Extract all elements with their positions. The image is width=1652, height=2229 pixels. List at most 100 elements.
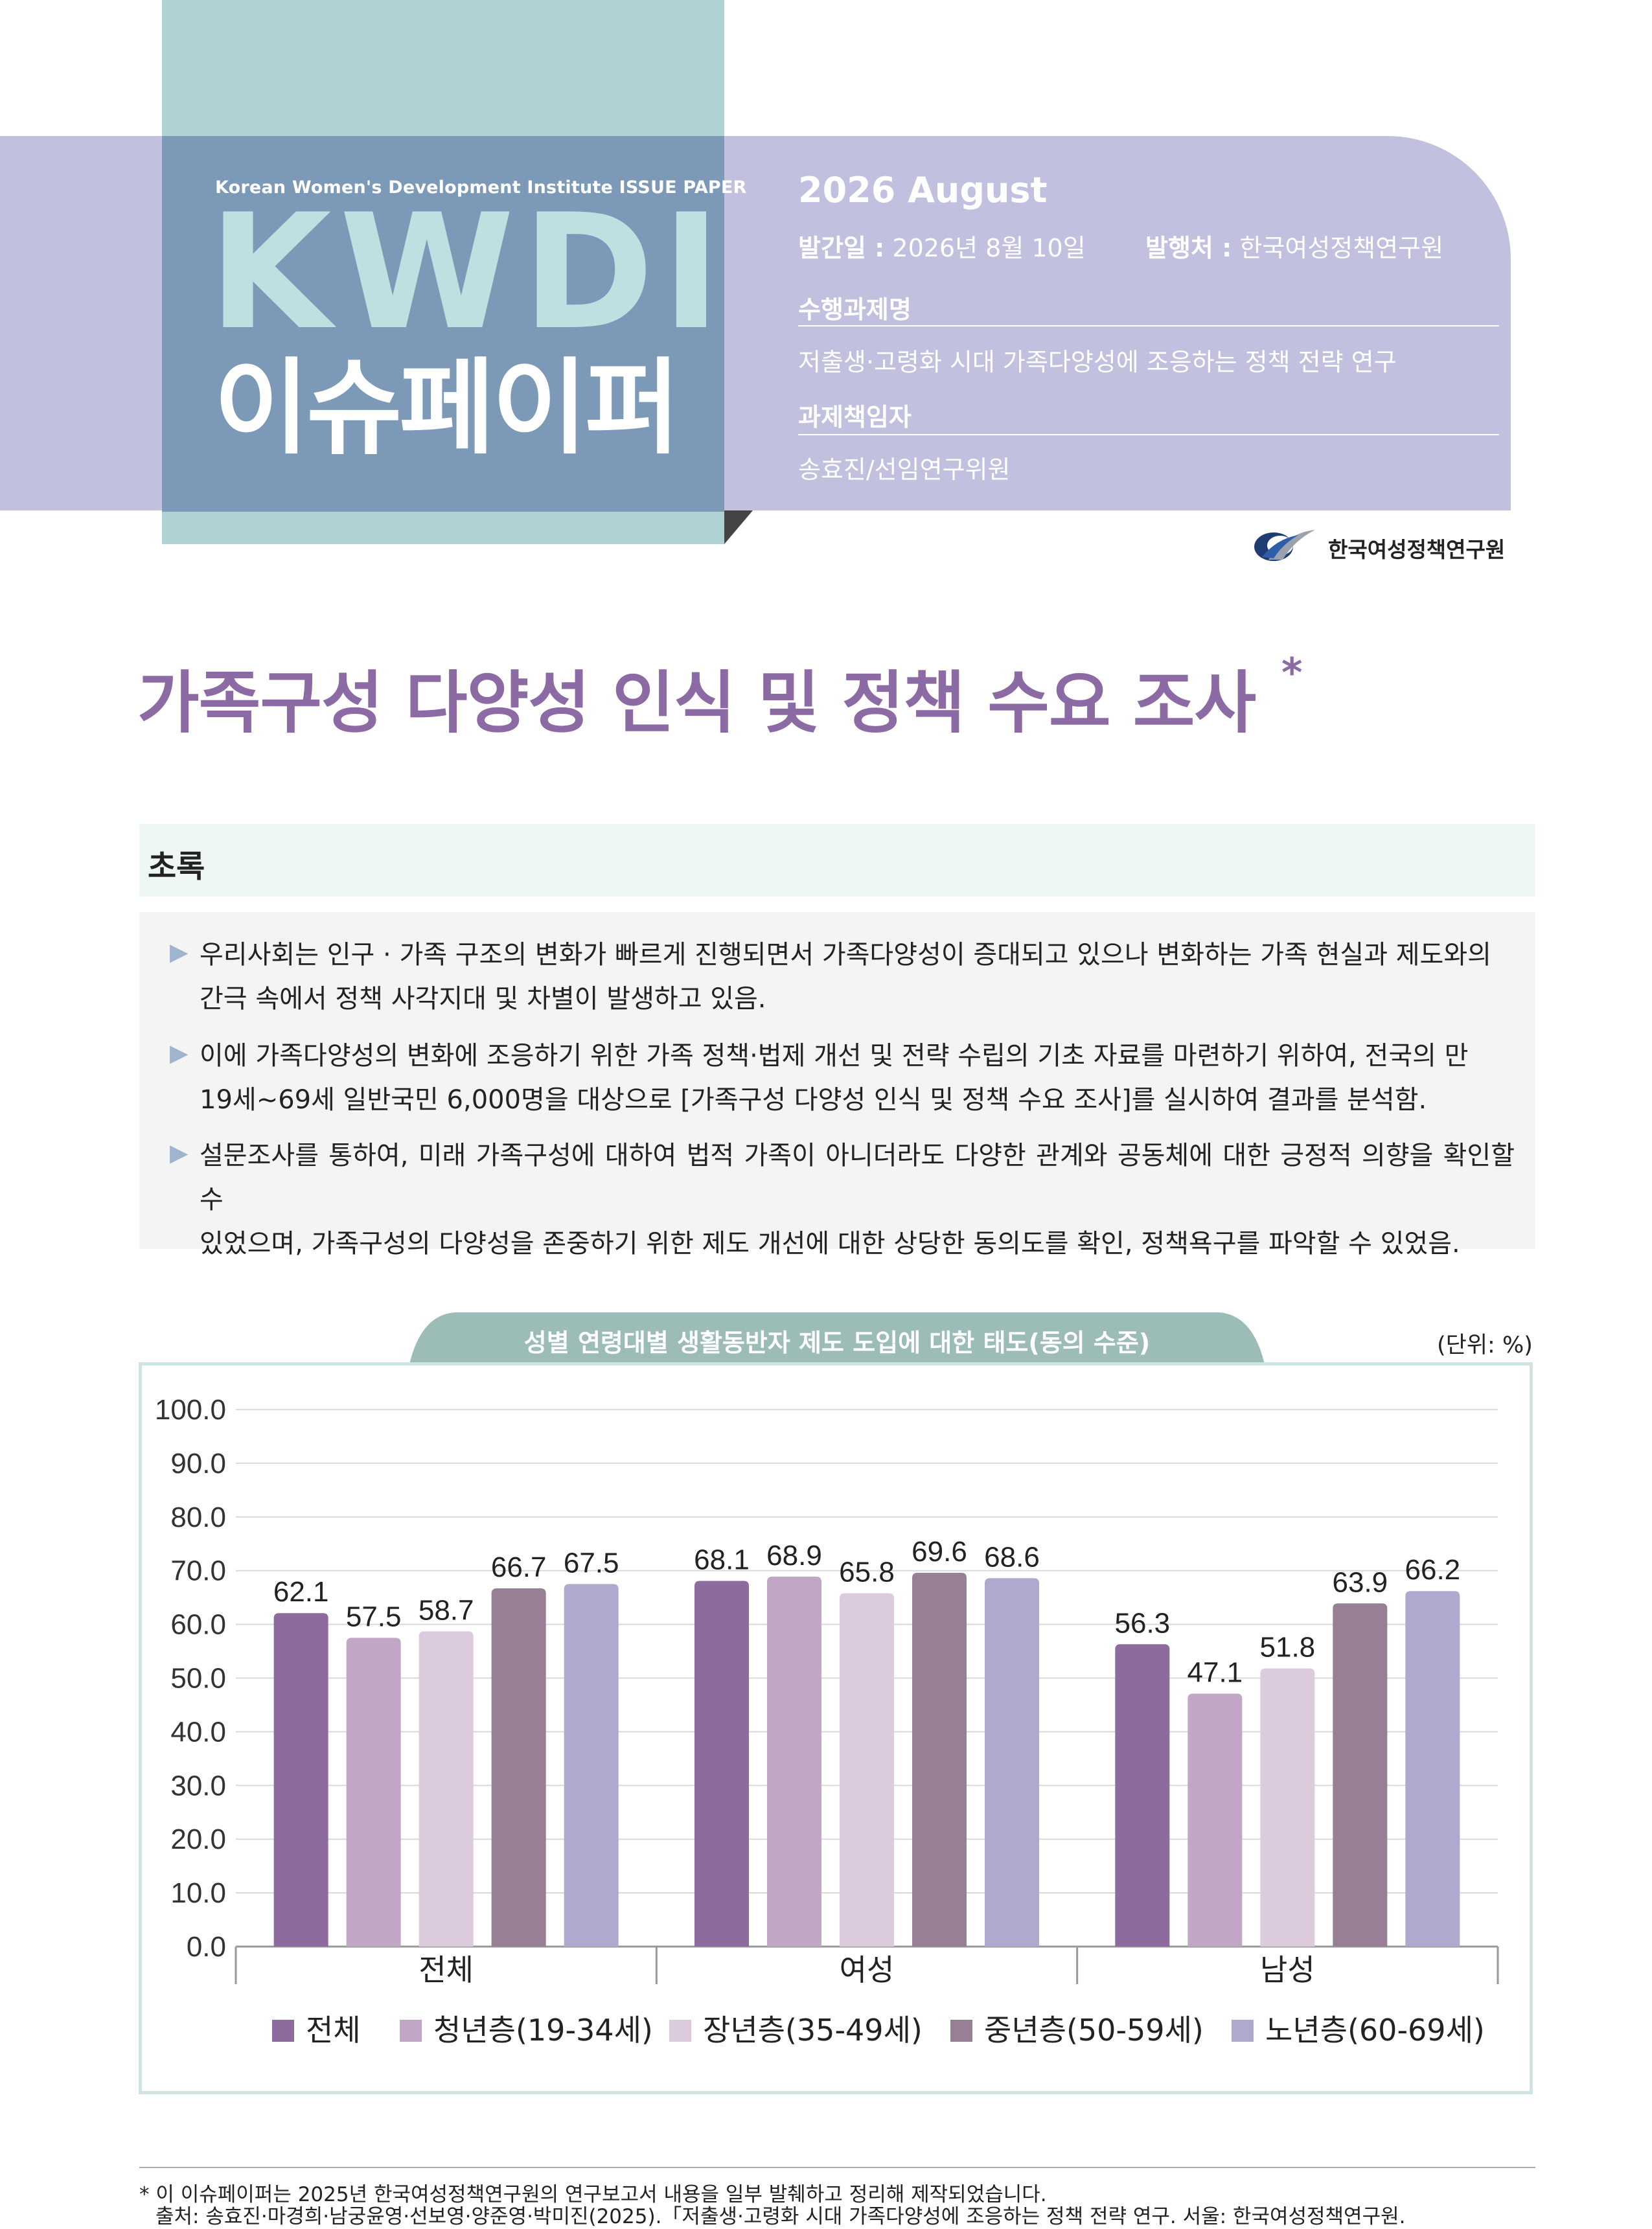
legend-label: 전체 bbox=[306, 2013, 361, 2048]
data-label: 68.1 bbox=[694, 1544, 750, 1575]
summary-item: 이에 가족다양성의 변화에 조응하기 위한 가족 정책·법제 개선 및 전략 수… bbox=[200, 1034, 1515, 1122]
chart-frame bbox=[139, 1362, 1533, 2094]
legend-swatch bbox=[400, 2020, 422, 2042]
bar bbox=[564, 1584, 619, 1947]
bar bbox=[346, 1638, 401, 1947]
triangle-right-icon: ▶ bbox=[170, 1039, 189, 1067]
legend-swatch bbox=[950, 2020, 972, 2042]
org-emblem-icon bbox=[1254, 530, 1315, 561]
summary-line: 이에 가족다양성의 변화에 조응하기 위한 가족 정책·법제 개선 및 전략 수… bbox=[200, 1041, 1469, 1071]
lead-value: 송효진/선임연구위원 bbox=[798, 455, 1011, 484]
legend-swatch bbox=[669, 2020, 691, 2042]
org-name: 한국여성정책연구원 bbox=[1328, 537, 1506, 562]
lead-label: 과제책임자 bbox=[798, 397, 912, 433]
pub-date-value: 2026년 8월 10일 bbox=[892, 234, 1086, 262]
chart-title: 성별 연령대별 생활동반자 제도 도입에 대한 태도(동의 수준) bbox=[523, 1329, 1151, 1357]
series-logo-box bbox=[162, 136, 724, 512]
legend-label: 중년층(50-59세) bbox=[984, 2013, 1204, 2048]
series-subtitle-en: Korean Women's Development Institute ISS… bbox=[215, 177, 747, 198]
data-label: 69.6 bbox=[912, 1536, 967, 1568]
bar bbox=[1333, 1603, 1388, 1947]
y-tick-label: 70.0 bbox=[170, 1555, 226, 1587]
divider bbox=[798, 325, 1499, 326]
bar bbox=[767, 1576, 821, 1947]
legend-label: 장년층(35-49세) bbox=[703, 2013, 923, 2048]
data-label: 66.2 bbox=[1405, 1554, 1461, 1586]
data-label: 68.6 bbox=[984, 1541, 1040, 1573]
title-footnote-marker: * bbox=[1281, 649, 1303, 696]
y-tick-label: 90.0 bbox=[170, 1448, 226, 1480]
bar bbox=[985, 1578, 1039, 1947]
y-tick-label: 30.0 bbox=[170, 1770, 226, 1801]
category-label: 여성 bbox=[840, 1952, 895, 1987]
footnote-source: 출처: 송효진·마경희·남궁윤영·선보영·양준영·박미진(2025).「저출생·… bbox=[155, 2205, 1406, 2228]
bar bbox=[273, 1613, 328, 1947]
y-tick-label: 0.0 bbox=[187, 1931, 226, 1963]
footnote-divider bbox=[139, 2167, 1535, 2168]
project-value: 저출생·고령화 시대 가족다양성에 조응하는 정책 전략 연구 bbox=[798, 348, 1397, 376]
triangle-right-icon: ▶ bbox=[170, 938, 189, 966]
header-corner-fold bbox=[724, 510, 753, 544]
summary-item: 설문조사를 통하여, 미래 가족구성에 대하여 법적 가족이 아니더라도 다양한… bbox=[200, 1134, 1515, 1266]
project-label: 수행과제명 bbox=[798, 290, 912, 325]
chart-title-tab bbox=[409, 1312, 1265, 1364]
publisher-value: 한국여성정책연구원 bbox=[1239, 234, 1444, 262]
bar bbox=[491, 1588, 546, 1947]
summary-line: 있었으며, 가족구성의 다양성을 존중하기 위한 제도 개선에 대한 상당한 동… bbox=[200, 1229, 1460, 1259]
summary-heading: 초록 bbox=[148, 849, 205, 885]
y-tick-label: 20.0 bbox=[170, 1823, 226, 1855]
data-label: 66.7 bbox=[491, 1551, 547, 1583]
y-tick-label: 40.0 bbox=[170, 1716, 226, 1748]
series-name: 이슈페이퍼 bbox=[214, 347, 680, 468]
data-label: 47.1 bbox=[1187, 1657, 1243, 1689]
legend-swatch bbox=[272, 2020, 294, 2042]
publisher: 발행처 : 한국여성정책연구원 bbox=[1145, 228, 1443, 264]
bar bbox=[694, 1581, 749, 1947]
legend-label: 노년층(60-69세) bbox=[1265, 2013, 1485, 2048]
summary-heading-bar bbox=[139, 824, 1535, 897]
legend-swatch bbox=[1232, 2020, 1254, 2042]
data-label: 56.3 bbox=[1115, 1607, 1171, 1639]
page-title: 가족구성 다양성 인식 및 정책 수요 조사 bbox=[137, 663, 1256, 742]
data-label: 63.9 bbox=[1333, 1566, 1388, 1598]
divider bbox=[798, 434, 1499, 435]
data-label: 67.5 bbox=[564, 1547, 619, 1579]
summary-line: 우리사회는 인구 · 가족 구조의 변화가 빠르게 진행되면서 가족다양성이 증… bbox=[200, 940, 1491, 970]
publisher-label: 발행처 : bbox=[1145, 234, 1232, 262]
summary-line: 간극 속에서 정책 사각지대 및 차별이 발생하고 있음. bbox=[200, 984, 766, 1014]
bar bbox=[419, 1631, 474, 1947]
lead-label-text: 과제책임자 bbox=[798, 403, 912, 431]
y-tick-label: 50.0 bbox=[170, 1663, 226, 1695]
summary-line: 설문조사를 통하여, 미래 가족구성에 대하여 법적 가족이 아니더라도 다양한… bbox=[200, 1141, 1515, 1215]
data-label: 62.1 bbox=[273, 1576, 329, 1608]
summary-item: 우리사회는 인구 · 가족 구조의 변화가 빠르게 진행되면서 가족다양성이 증… bbox=[200, 933, 1515, 1021]
y-tick-label: 10.0 bbox=[170, 1877, 226, 1909]
data-label: 57.5 bbox=[346, 1601, 402, 1632]
project-label-text: 수행과제명 bbox=[798, 295, 912, 324]
legend-label: 청년층(19-34세) bbox=[433, 2013, 653, 2048]
series-logo-text: KWDI bbox=[209, 180, 729, 365]
bar bbox=[1260, 1668, 1315, 1947]
y-tick-label: 100.0 bbox=[155, 1394, 226, 1426]
footnote-text: * 이 이슈페이퍼는 2025년 한국여성정책연구원의 연구보고서 내용을 일부… bbox=[139, 2183, 1047, 2206]
issue-date: 2026 August bbox=[798, 170, 1048, 211]
data-label: 68.9 bbox=[766, 1540, 822, 1572]
data-label: 65.8 bbox=[839, 1557, 895, 1588]
category-label: 전체 bbox=[419, 1952, 474, 1987]
data-label: 51.8 bbox=[1260, 1632, 1316, 1663]
summary-box bbox=[139, 912, 1535, 1249]
summary-line: 19세~69세 일반국민 6,000명을 대상으로 [가족구성 다양성 인식 및… bbox=[200, 1085, 1427, 1115]
bar bbox=[1115, 1644, 1170, 1947]
category-label: 남성 bbox=[1260, 1952, 1315, 1987]
chart-unit: (단위: %) bbox=[1437, 1332, 1533, 1358]
data-label: 58.7 bbox=[419, 1594, 474, 1626]
bar bbox=[840, 1593, 894, 1947]
triangle-right-icon: ▶ bbox=[170, 1139, 189, 1167]
bar-chart: 100.0 90.0 80.0 70.0 60.0 50.0 40.0 30.0 20.0 10.… bbox=[155, 1394, 1499, 2048]
y-tick-label: 80.0 bbox=[170, 1502, 226, 1533]
bar bbox=[1187, 1693, 1243, 1947]
pub-date: 발간일 : 2026년 8월 10일 bbox=[798, 228, 1086, 264]
y-tick-label: 60.0 bbox=[170, 1609, 226, 1641]
bar bbox=[912, 1573, 967, 1947]
pub-date-label: 발간일 : bbox=[798, 234, 885, 262]
